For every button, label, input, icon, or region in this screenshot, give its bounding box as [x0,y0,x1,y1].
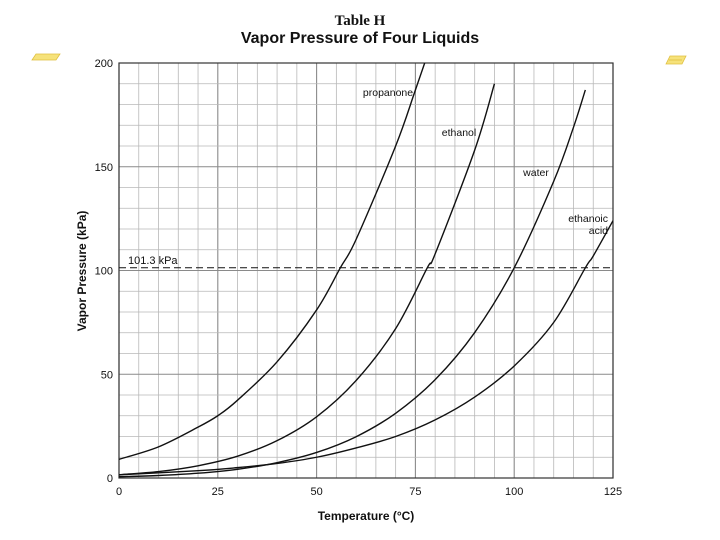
x-axis-title: Temperature (°C) [318,509,415,523]
y-tick-label: 0 [107,473,113,485]
reference-line-label: 101.3 kPa [128,255,178,267]
reference-line-group: 101.3 kPa [119,255,613,269]
y-tick-label: 100 [95,266,113,278]
x-tick-label: 75 [409,486,421,498]
right-decoration-icon [665,55,687,65]
curve-label-line: propanone [363,87,413,99]
x-tick-label: 100 [505,486,523,498]
x-tick-label: 125 [604,486,622,498]
curve-label-propanone: propanone [363,87,413,99]
series-line-propanone [119,63,426,460]
series-line-water [119,89,587,478]
x-tick-label: 25 [212,486,224,498]
curve-label-water: water [522,167,549,179]
curve-label-ethanoic-acid: ethanoic acid [568,213,608,237]
curve-label-line: acid [589,225,608,237]
y-tick-label: 50 [101,369,113,381]
curve-label-line: ethanoic [568,213,608,225]
y-tick-label: 200 [95,58,113,70]
y-axis-title: Vapor Pressure (kPa) [75,211,89,332]
table-label: Table H [334,13,386,29]
grid [118,62,614,479]
series-lines [119,63,613,478]
x-tick-label: 0 [116,486,122,498]
curve-label-ethanol: ethanol [442,127,476,139]
series-line-ethanoic-acid [119,220,613,476]
series-line-ethanol [119,83,496,476]
plot-frame [118,62,614,479]
chart-title: Vapor Pressure of Four Liquids [240,30,480,47]
axis-ticks: 0 25 50 75 100 125 0 50 100 150 200 [95,58,623,498]
curve-label-line: ethanol [442,127,476,139]
x-tick-label: 50 [310,486,322,498]
left-decoration-icon [31,53,61,61]
y-tick-label: 150 [95,162,113,174]
curve-label-line: water [522,167,549,179]
curve-labels: propanone ethanol water ethanoic acid [363,87,608,237]
